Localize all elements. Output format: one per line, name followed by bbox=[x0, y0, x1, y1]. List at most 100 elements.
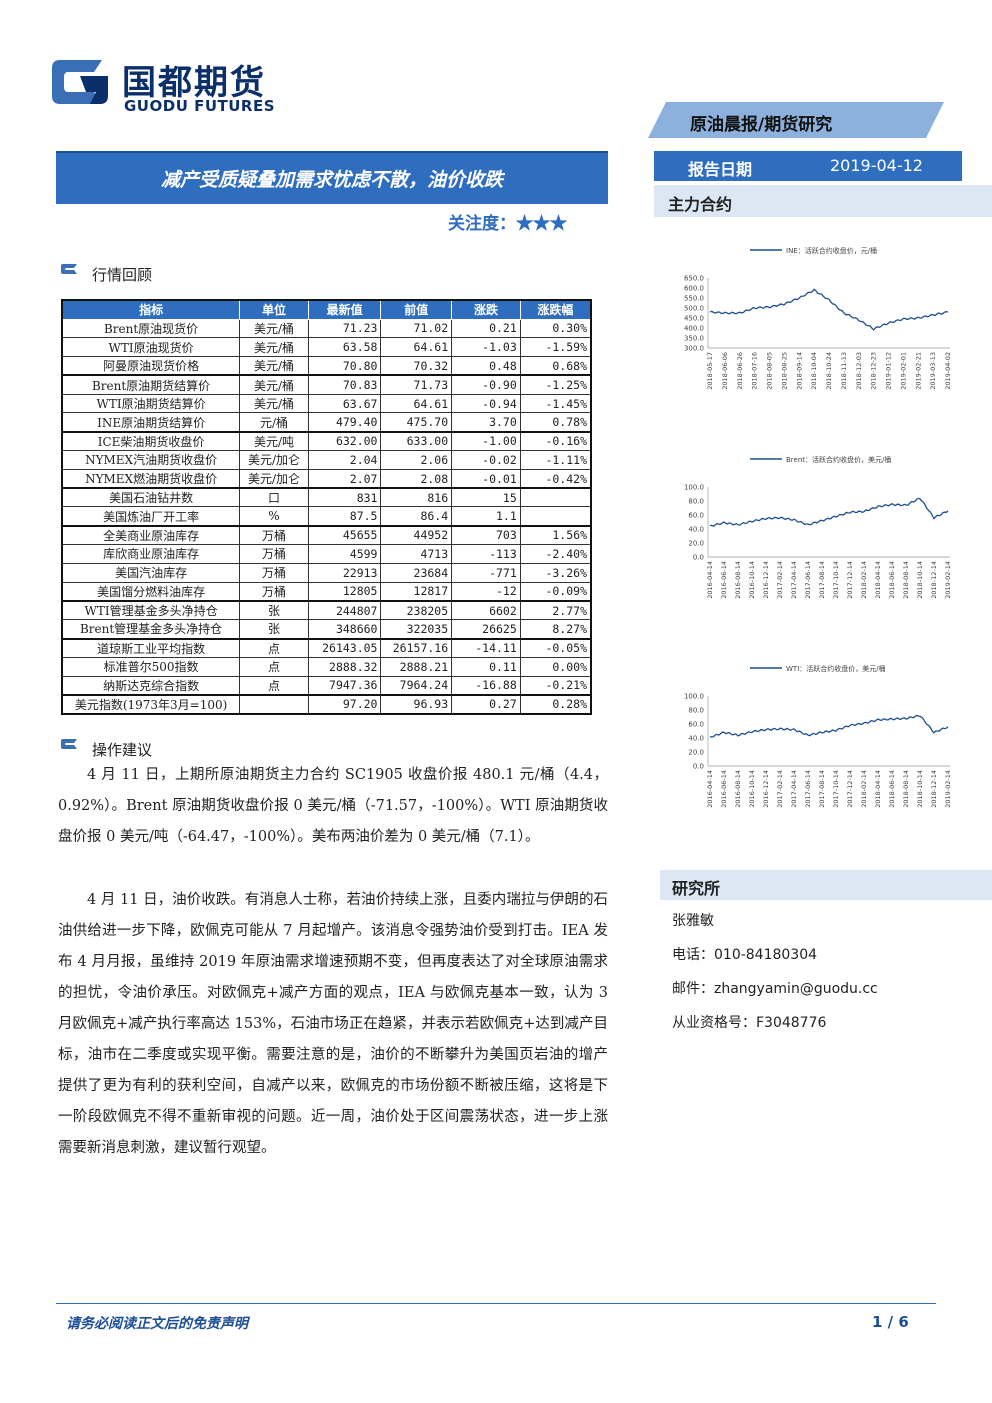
y-tick-label: 100.0 bbox=[684, 484, 704, 492]
x-tick-label: 2018-10-14 bbox=[916, 770, 924, 808]
cell-previous: 4713 bbox=[380, 544, 453, 564]
market-data-table: 指标 单位 最新值 前值 涨跌 涨跌幅 Brent原油现货价 美元/桶 71.23 7… bbox=[61, 299, 592, 715]
x-tick-label: 2017-02-14 bbox=[776, 561, 784, 599]
cell-change-pct: -1.45% bbox=[519, 393, 592, 414]
cell-change-pct: -0.16% bbox=[519, 430, 592, 452]
cell-indicator: 美国石油钻井数 bbox=[61, 487, 241, 508]
cell-change: -0.02 bbox=[451, 450, 521, 470]
x-tick-label: 2017-06-14 bbox=[804, 770, 812, 808]
cell-latest: 2.07 bbox=[307, 468, 382, 489]
cell-previous: 238205 bbox=[380, 599, 453, 621]
col-header-change: 涨跌 bbox=[451, 299, 521, 320]
cell-unit: 美元/吨 bbox=[239, 430, 309, 452]
cell-latest: 12805 bbox=[307, 581, 382, 602]
cell-unit: 美元/桶 bbox=[239, 393, 309, 414]
cell-previous: 71.73 bbox=[380, 374, 453, 395]
cell-latest: 7947.36 bbox=[307, 675, 382, 696]
x-tick-label: 2019-02-01 bbox=[899, 352, 907, 390]
cell-change: -771 bbox=[451, 562, 521, 583]
cell-indicator: 美元指数(1973年3月=100) bbox=[61, 693, 241, 715]
y-tick-label: 20.0 bbox=[688, 540, 704, 548]
table-row: 美国汽油库存 万桶 22913 23684 -771 -3.26% bbox=[61, 562, 592, 583]
table-row: 美元指数(1973年3月=100) 97.20 96.93 0.27 0.28% bbox=[61, 693, 592, 715]
cell-previous: 86.4 bbox=[380, 506, 453, 527]
table-row: 全美商业原油库存 万桶 45655 44952 703 1.56% bbox=[61, 524, 592, 546]
section-bullet-icon bbox=[61, 264, 77, 274]
cell-unit: 美元/桶 bbox=[239, 318, 309, 339]
y-tick-label: 80.0 bbox=[688, 498, 704, 506]
col-header-previous: 前值 bbox=[380, 299, 453, 320]
main-contract-bar bbox=[654, 185, 992, 217]
cell-previous: 71.02 bbox=[380, 318, 453, 339]
x-tick-label: 2016-06-14 bbox=[720, 561, 728, 599]
table-row: 库欣商业原油库存 万桶 4599 4713 -113 -2.40% bbox=[61, 544, 592, 564]
research-bar bbox=[660, 870, 992, 900]
logo-english-name: GUODU FUTURES bbox=[124, 97, 276, 115]
cell-latest: 4599 bbox=[307, 544, 382, 564]
cell-latest: 70.80 bbox=[307, 356, 382, 376]
section-bullet-icon bbox=[61, 739, 77, 749]
analyst-email[interactable]: 邮件：zhangyamin@guodu.cc bbox=[672, 981, 878, 997]
cell-change: 6602 bbox=[451, 599, 521, 621]
y-tick-label: 650.0 bbox=[684, 275, 704, 283]
cell-unit: 点 bbox=[239, 656, 309, 677]
cell-latest: 63.67 bbox=[307, 393, 382, 414]
cell-previous: 12817 bbox=[380, 581, 453, 602]
cell-indicator: 全美商业原油库存 bbox=[61, 524, 241, 546]
series-line bbox=[709, 714, 949, 738]
cell-previous: 26157.16 bbox=[380, 637, 453, 658]
cell-latest: 632.00 bbox=[307, 430, 382, 452]
cell-change: -16.88 bbox=[451, 675, 521, 696]
x-tick-label: 2016-10-14 bbox=[748, 770, 756, 808]
cell-change: 0.27 bbox=[451, 693, 521, 715]
cell-change: -0.01 bbox=[451, 468, 521, 489]
col-header-change-pct: 涨跌幅 bbox=[519, 299, 592, 320]
x-tick-label: 2019-02-14 bbox=[944, 561, 952, 599]
cell-unit: 美元/桶 bbox=[239, 337, 309, 358]
x-tick-label: 2018-12-14 bbox=[930, 770, 938, 808]
y-tick-label: 600.0 bbox=[684, 285, 704, 293]
x-tick-label: 2017-08-14 bbox=[818, 561, 826, 599]
x-tick-label: 2016-08-14 bbox=[734, 770, 742, 808]
cell-previous: 2888.21 bbox=[380, 656, 453, 677]
x-tick-label: 2016-12-14 bbox=[762, 561, 770, 599]
series-banner bbox=[648, 102, 944, 138]
x-tick-label: 2016-08-14 bbox=[734, 561, 742, 599]
cell-change: 0.48 bbox=[451, 356, 521, 376]
table-row: 纳斯达克综合指数点 7947.36 7964.24 -16.88 -0.21% bbox=[61, 675, 592, 696]
report-date-label: 报告日期 bbox=[688, 160, 753, 179]
cell-change: -0.94 bbox=[451, 393, 521, 414]
cell-change-pct: -0.05% bbox=[519, 637, 592, 658]
table-row: 美国炼油厂开工率% 87.5 86.4 1.1 bbox=[61, 506, 592, 527]
footer-disclaimer[interactable]: 请务必阅读正文后的免责声明 bbox=[66, 1316, 248, 1332]
cell-unit: 万桶 bbox=[239, 524, 309, 546]
cell-indicator: Brent原油期货结算价 bbox=[61, 374, 241, 395]
title-bar bbox=[56, 151, 608, 204]
operation-heading: 操作建议 bbox=[92, 741, 153, 759]
cell-previous: 322035 bbox=[380, 619, 453, 640]
y-tick-label: 0.0 bbox=[693, 763, 704, 771]
cell-change: 1.1 bbox=[451, 506, 521, 527]
x-tick-label: 2019-02-21 bbox=[914, 352, 922, 390]
table-row: 标准普尔500指数点 2888.32 2888.21 0.11 0.00% bbox=[61, 656, 592, 677]
cell-change-pct: -3.26% bbox=[519, 562, 592, 583]
paragraph-close-summary: 4 月 11 日，上期所原油期货主力合约 SC1905 收盘价报 480.1 元… bbox=[58, 767, 608, 845]
x-tick-label: 2016-04-14 bbox=[706, 561, 714, 599]
cell-latest: 63.58 bbox=[307, 337, 382, 358]
market-review-heading: 行情回顾 bbox=[92, 266, 153, 284]
series-line bbox=[709, 497, 949, 527]
cell-unit: 点 bbox=[239, 675, 309, 696]
cell-latest: 831 bbox=[307, 487, 382, 508]
x-tick-label: 2018-05-17 bbox=[706, 352, 714, 390]
cell-change: -12 bbox=[451, 581, 521, 602]
cell-latest: 70.83 bbox=[307, 374, 382, 395]
x-tick-label: 2018-08-14 bbox=[902, 770, 910, 808]
cell-unit: 口 bbox=[239, 487, 309, 508]
cell-change: 15 bbox=[451, 487, 521, 508]
table-row: Brent原油现货价 美元/桶 71.23 71.02 0.21 0.30% bbox=[61, 318, 592, 339]
table-row: 美国石油钻井数口 831 816 15 bbox=[61, 487, 592, 508]
cell-latest: 87.5 bbox=[307, 506, 382, 527]
x-tick-label: 2018-09-14 bbox=[795, 352, 803, 390]
cell-latest: 97.20 bbox=[307, 693, 382, 715]
cell-change-pct: 0.78% bbox=[519, 412, 592, 433]
